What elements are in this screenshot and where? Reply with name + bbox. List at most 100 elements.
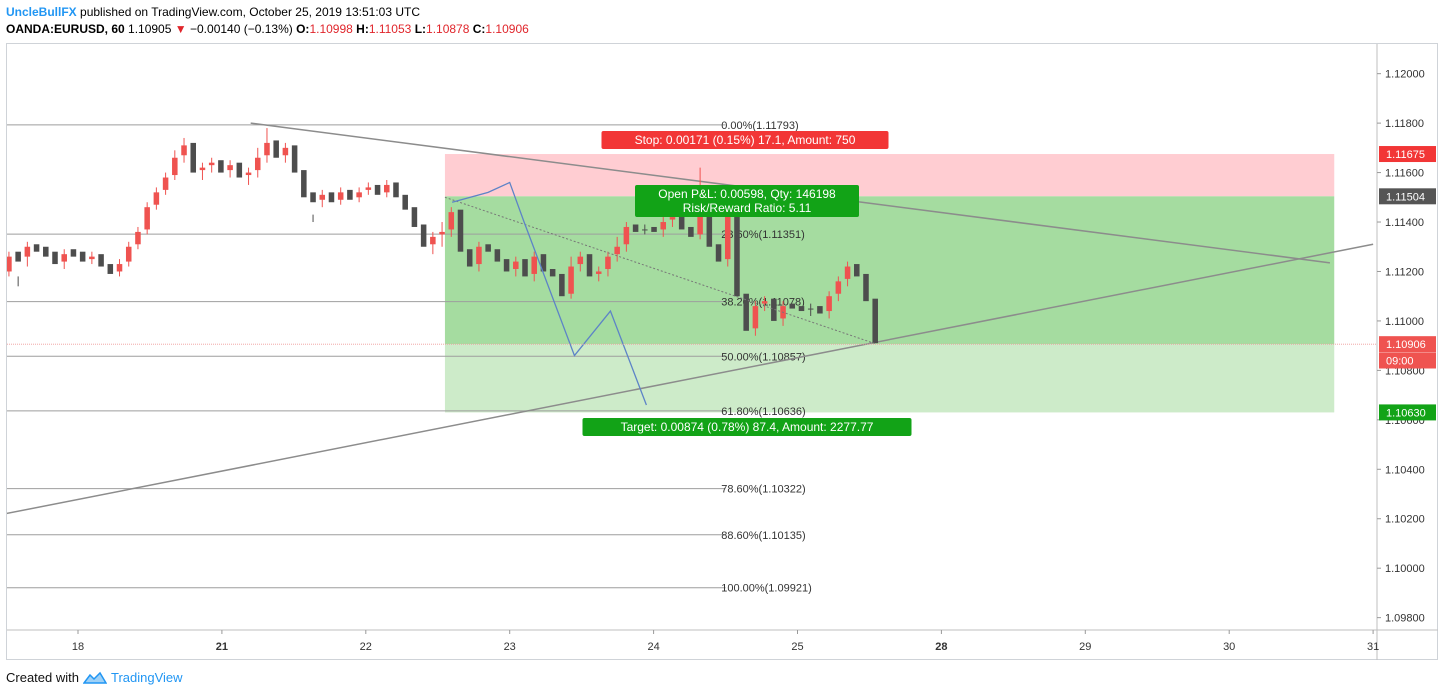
x-tick-label: 18 [72,641,84,653]
candle [347,189,353,200]
candle [817,306,823,314]
candle-body [715,244,722,262]
candle-body [706,194,713,247]
candle-body [374,184,381,195]
candle-body [734,194,740,297]
candle [208,157,215,173]
candle [356,187,362,203]
stop-label: Stop: 0.00171 (0.15%) 17.1, Amount: 750 [601,131,889,149]
fib-label: 50.00%(1.10857) [721,351,805,363]
candle-body [393,182,399,198]
candle [513,256,519,277]
candle-body [273,140,279,158]
candle-body [98,254,104,267]
high-value: 1.11053 [368,22,412,36]
candle-body [485,244,491,252]
candle [52,251,58,265]
candle [568,256,574,299]
pnl-label-text: Risk/Reward Ratio: 5.11 [683,201,812,215]
candle-body [153,192,160,205]
candle [715,244,722,262]
candle [844,261,851,287]
candle [614,236,620,262]
open-value: 1.10998 [309,22,353,36]
candle-body [817,306,823,314]
candle-body [522,259,528,277]
candle-body [328,192,335,203]
candle [153,187,160,210]
ohlc-line: OANDA:EURUSD, 60 1.10905 ▼ −0.00140 (−0.… [6,21,529,38]
candle [273,140,279,158]
candle [734,194,740,297]
candle-body [319,194,326,200]
price-tag [1379,146,1436,163]
change-value: −0.00140 (−0.13%) [190,22,293,36]
candle-body [199,167,206,171]
candle [33,244,40,252]
candle-body [577,256,584,265]
candle-body [162,177,169,190]
close-label: C: [472,22,486,36]
created-with-text: Created with [6,670,79,685]
target-label-text: Target: 0.00874 (0.78%) 87.4, Amount: 22… [621,420,874,434]
candle [125,241,132,267]
candle [752,301,759,336]
fib-label: 100.00%(1.09921) [721,583,812,595]
candle-body [24,246,31,257]
candle [835,276,842,302]
candle-body [457,209,464,252]
candle-body [724,197,731,260]
candle-body [439,231,445,235]
pnl-label: Open P&L: 0.00598, Qty: 146198Risk/Rewar… [635,185,859,217]
candle-body [752,306,759,329]
price-tag [1379,188,1436,205]
low-value: 1.10878 [426,22,470,36]
candle-body [208,162,215,166]
candle-body [356,192,362,198]
candle-body [531,256,537,274]
candle [706,194,713,247]
candle [245,167,252,185]
candle-body [586,254,593,277]
fib-label: 88.60%(1.10135) [721,530,805,542]
candle [761,296,768,312]
y-tick-label: 1.11600 [1385,168,1424,180]
candle-body [743,293,749,331]
candle-body [125,246,132,262]
candle-body [402,194,408,210]
y-tick-label: 1.10200 [1385,514,1425,526]
candle-body [466,249,473,267]
author-link[interactable]: UncleBullFX [6,5,77,19]
fib-label: 61.80%(1.10636) [721,406,805,418]
candle [291,145,298,173]
candle [798,306,805,312]
symbol-label: OANDA:EURUSD, 60 [6,22,125,36]
pnl-label-bg [635,185,859,217]
candle-body [79,251,86,262]
candle [651,226,657,232]
x-tick-label: 30 [1223,641,1235,653]
candle [420,224,427,247]
projection-arrow [451,181,648,406]
tradingview-brand[interactable]: TradingView [110,670,183,685]
price-tag-label: 1.11504 [1386,191,1425,203]
candle-body [503,259,510,272]
candle-body [135,231,141,245]
candle [393,182,399,198]
candle-body [688,226,694,237]
candle [466,249,473,267]
candle [494,249,501,262]
candle [577,251,584,272]
candle-body [420,224,427,247]
fib-label: 23.60%(1.11351) [721,229,805,241]
footer: Created with TradingView [6,670,183,685]
candle-body [494,249,501,262]
candle [328,192,335,203]
candle-body [660,222,667,230]
candle-body [365,187,372,190]
candle-body [61,254,67,262]
price-tag [1379,352,1436,369]
candle-body [52,251,58,265]
target-label-bg [582,418,912,436]
